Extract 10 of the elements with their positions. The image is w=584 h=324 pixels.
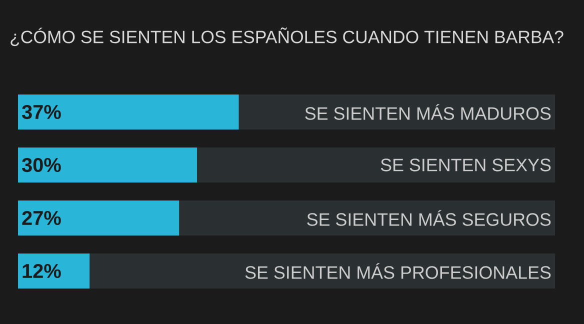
data-label: 12% — [22, 264, 61, 278]
data-label: 27% — [22, 210, 61, 226]
y-tick-label: SE SIENTEN MÁS MADUROS — [305, 104, 551, 120]
data-label: 37% — [22, 104, 61, 120]
y-tick-label: SE SIENTEN MÁS SEGUROS — [307, 210, 551, 226]
chart-title: ¿CÓMO SE SIENTEN LOS ESPAÑOLES CUANDO TIENEN BARBA? — [10, 28, 564, 46]
data-label: 30% — [22, 158, 61, 172]
y-tick-label: SE SIENTEN MÁS PROFESIONALES — [245, 263, 551, 279]
y-tick-label: SE SIENTEN SEXYS — [380, 158, 551, 172]
bar — [18, 254, 90, 289]
